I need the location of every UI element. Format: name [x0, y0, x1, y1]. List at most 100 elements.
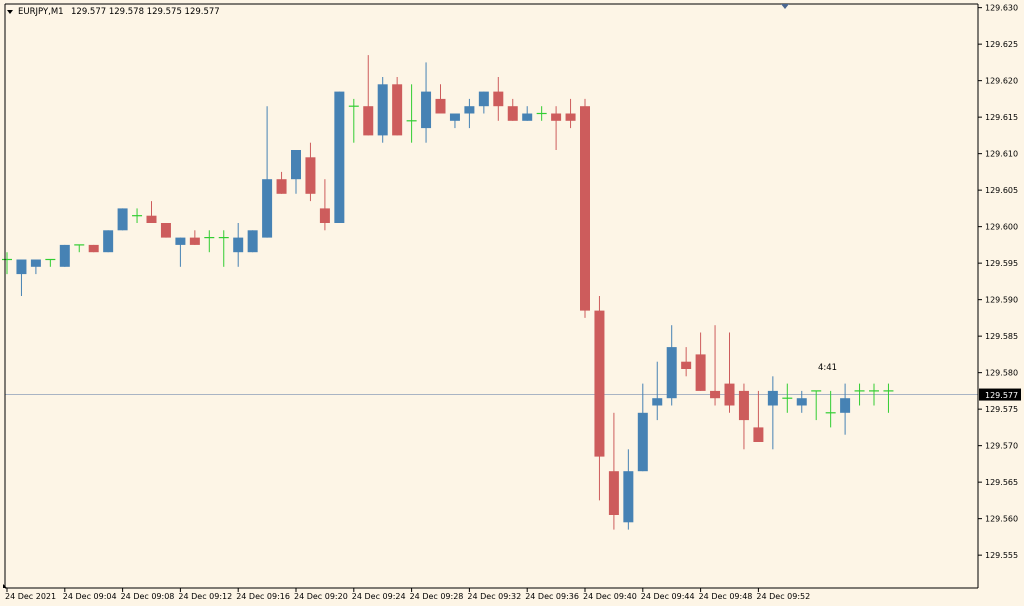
candle-body: [146, 215, 157, 223]
candle-body: [724, 383, 735, 406]
candle: [666, 325, 677, 406]
candle-body: [580, 106, 590, 311]
candle: [233, 223, 244, 267]
candle-body: [449, 113, 460, 121]
x-tick-label: 24 Dec 09:44: [641, 592, 695, 601]
price-axis[interactable]: 129.630 129.625 129.620 129.615 129.610 129.6…: [978, 4, 1021, 561]
candle-body: [233, 237, 244, 253]
candle: [132, 208, 143, 223]
candle: [869, 383, 879, 406]
candle-timer: 4:41: [818, 363, 837, 373]
candle: [767, 376, 778, 450]
chart-frame: [4, 3, 979, 589]
candle: [45, 258, 56, 267]
candle-body: [247, 230, 258, 253]
candle: [782, 383, 793, 413]
candle: [623, 449, 634, 530]
candle-body: [594, 310, 605, 457]
candle-body: [305, 157, 316, 194]
candle: [204, 230, 215, 253]
candle: [522, 106, 533, 121]
candle-body: [493, 91, 504, 107]
candle-body: [652, 398, 663, 406]
chart-header: EURJPY,M1 129.577 129.578 129.575 129.57…: [7, 7, 220, 17]
candle: [565, 98, 576, 129]
candle-body: [421, 91, 432, 129]
candle: [348, 98, 359, 143]
candle-body: [695, 354, 706, 391]
candle: [608, 412, 619, 530]
candle: [637, 383, 648, 472]
candle: [840, 383, 851, 435]
current-price-label-bg: [979, 388, 1021, 401]
candle-body: [189, 237, 200, 245]
x-tick-label: 24 Dec 09:08: [121, 592, 175, 601]
candle: [652, 361, 663, 421]
y-tick-label: 129.570: [985, 442, 1018, 451]
candle: [291, 150, 301, 194]
candle-body: [16, 259, 27, 275]
y-tick-label: 129.610: [985, 150, 1018, 159]
candle-body: [175, 237, 186, 245]
y-tick-label: 129.555: [985, 551, 1018, 560]
candle: [493, 77, 504, 121]
candle: [334, 91, 345, 223]
chart-menu-triangle-icon[interactable]: [7, 10, 13, 14]
candle-body: [103, 230, 114, 253]
candle-body: [160, 223, 171, 238]
y-tick-label: 129.580: [985, 369, 1018, 378]
candle: [580, 98, 590, 318]
candle: [594, 296, 605, 501]
chart-shift-marker-icon[interactable]: [781, 4, 789, 9]
candle-body: [753, 427, 764, 442]
candle: [175, 237, 186, 267]
y-tick-label: 129.615: [985, 113, 1018, 122]
x-tick-label: 24 Dec 09:12: [178, 592, 232, 601]
candle-body: [88, 244, 99, 253]
candle: [218, 230, 229, 267]
candle-body: [291, 150, 301, 180]
x-tick-label: 24 Dec 09:36: [525, 592, 579, 601]
candle-body: [117, 208, 128, 231]
candle-body: [262, 179, 273, 238]
x-tick-label: 24 Dec 09:28: [410, 592, 464, 601]
candle: [363, 55, 374, 136]
candle: [103, 230, 114, 253]
candle-body: [276, 179, 287, 194]
candle: [377, 77, 388, 143]
candle: [160, 223, 171, 238]
candle-body: [435, 98, 446, 114]
candle: [681, 347, 692, 377]
y-tick-label: 129.560: [985, 515, 1018, 524]
candle-body: [637, 412, 648, 472]
candle: [146, 201, 157, 223]
y-tick-label: 129.590: [985, 296, 1018, 305]
candle-body: [478, 91, 489, 107]
y-tick-label: 129.595: [985, 259, 1018, 268]
y-tick-label: 129.630: [985, 4, 1018, 13]
y-tick-label: 129.625: [985, 40, 1018, 49]
candle: [536, 106, 547, 121]
candle: [59, 244, 70, 267]
time-axis[interactable]: 24 Dec 2021 24 Dec 09:04 24 Dec 09:08 24 De…: [5, 588, 810, 601]
candle-body: [507, 106, 518, 121]
candle: [319, 179, 330, 231]
x-tick-label: 24 Dec 09:04: [63, 592, 117, 601]
x-tick-label: 24 Dec 09:24: [352, 592, 406, 601]
candle-body: [681, 361, 692, 369]
candle: [74, 244, 85, 253]
candle-body: [796, 398, 807, 406]
y-tick-label: 129.620: [985, 77, 1018, 86]
candle: [88, 244, 99, 253]
candle-body: [738, 390, 749, 421]
chart-corner-marker-icon: [3, 584, 7, 588]
candle-body: [623, 471, 634, 523]
y-tick-label: 129.565: [985, 478, 1018, 487]
candle: [695, 332, 706, 391]
candle-body: [377, 84, 388, 136]
y-tick-label: 129.575: [985, 405, 1018, 414]
candle: [753, 390, 764, 442]
candle: [435, 84, 446, 114]
